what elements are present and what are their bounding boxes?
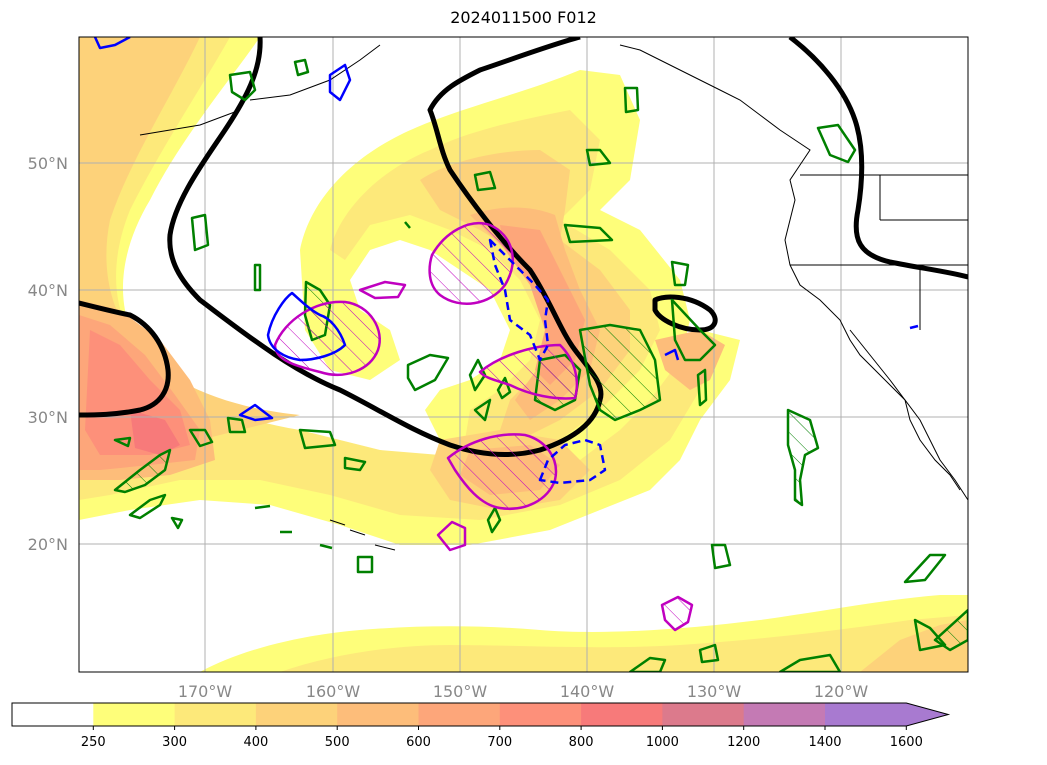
coastlines <box>139 44 968 551</box>
lon-label: 140°W <box>560 682 615 701</box>
lat-label: 20°N <box>28 535 68 554</box>
colorbar-tick-label: 400 <box>243 735 268 750</box>
colorbar-segment <box>499 703 582 726</box>
magenta-contours <box>273 222 694 632</box>
colorbar-segment <box>255 703 338 726</box>
map-panel <box>79 37 968 672</box>
colorbar-tick-label: 500 <box>325 735 350 750</box>
colorbar-tick-label: 300 <box>162 735 187 750</box>
colorbar: 250 300 400 500 600 700 800 1000 1200 1400 1600 <box>11 702 951 750</box>
colorbar-segment <box>825 703 907 726</box>
colorbar-tick-label: 250 <box>81 735 106 750</box>
colorbar-segment <box>337 703 419 726</box>
latitude-labels: 50°N 40°N 30°N 20°N <box>28 154 68 554</box>
colorbar-tick-label: 1600 <box>890 735 923 750</box>
black-height-contours <box>79 37 968 458</box>
lon-label: 160°W <box>306 682 361 701</box>
colorbar-tick-label: 1200 <box>727 735 760 750</box>
lon-label: 170°W <box>178 682 233 701</box>
map-title: 2024011500 F012 <box>450 8 597 27</box>
colorbar-outline <box>11 702 951 727</box>
colorbar-segment <box>174 703 257 726</box>
colorbar-tick-label: 800 <box>569 735 594 750</box>
map-frame <box>78 36 969 673</box>
lon-label: 130°W <box>687 682 742 701</box>
lon-label: 150°W <box>433 682 488 701</box>
colorbar-segment <box>662 703 745 726</box>
colorbar-segment <box>93 703 176 726</box>
colorbar-tick-label: 1400 <box>808 735 841 750</box>
lon-label: 120°W <box>814 682 869 701</box>
colorbar-extend-arrow <box>906 703 949 726</box>
lat-label: 30°N <box>28 408 68 427</box>
colorbar-tick-label: 1000 <box>646 735 679 750</box>
colorbar-tick-label: 700 <box>487 735 512 750</box>
colorbar-segment <box>581 703 663 726</box>
lat-label: 50°N <box>28 154 68 173</box>
longitude-labels: 170°W 160°W 150°W 140°W 130°W 120°W <box>178 682 869 701</box>
blue-contours <box>93 37 919 485</box>
colorbar-segment <box>418 703 501 726</box>
colorbar-tick-label: 600 <box>406 735 431 750</box>
lat-label: 40°N <box>28 281 68 300</box>
colorbar-segment <box>12 703 94 726</box>
colorbar-segment <box>743 703 826 726</box>
